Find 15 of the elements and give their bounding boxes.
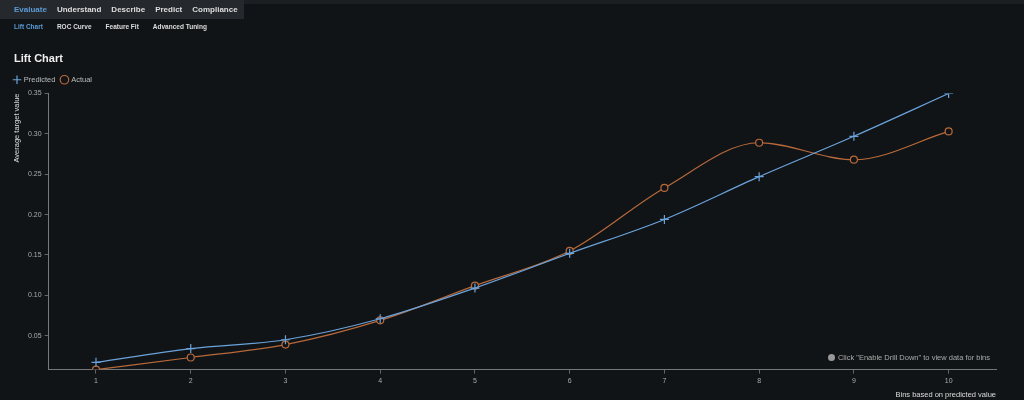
text: Predict xyxy=(155,5,183,14)
text: Evaluate xyxy=(14,5,47,14)
text: Understand xyxy=(56,5,102,14)
point xyxy=(849,155,858,164)
point xyxy=(469,282,481,294)
point xyxy=(90,357,102,368)
point xyxy=(848,131,859,142)
point xyxy=(660,183,669,193)
point xyxy=(281,340,290,349)
point xyxy=(944,127,953,136)
point xyxy=(186,353,195,362)
point xyxy=(755,138,764,147)
text: Compliance xyxy=(192,5,238,14)
text: Describe xyxy=(111,5,146,14)
chart-title: Lift Chart xyxy=(14,52,63,64)
